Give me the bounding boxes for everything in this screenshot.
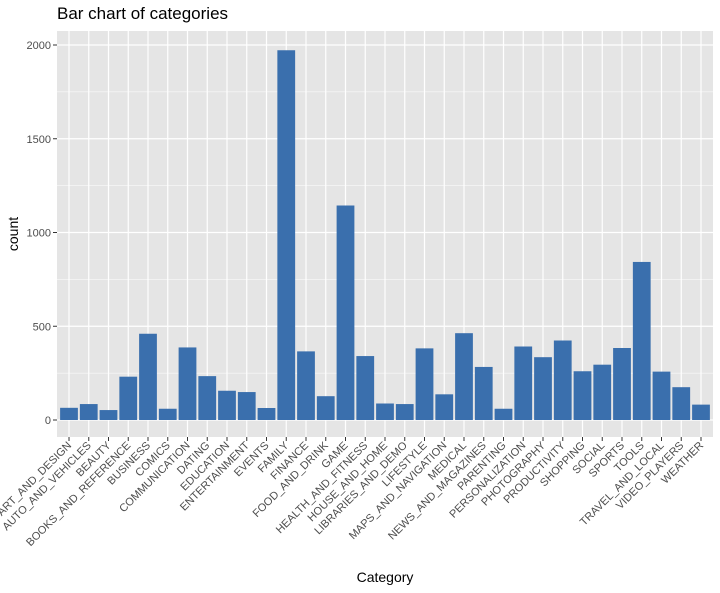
- bar: [553, 340, 572, 420]
- bar: [415, 348, 434, 420]
- bar: [672, 387, 691, 420]
- bar: [474, 366, 493, 420]
- bar: [99, 410, 118, 420]
- bar: [514, 346, 533, 420]
- bar: [692, 404, 710, 420]
- bar: [652, 371, 671, 420]
- bar: [79, 404, 98, 420]
- bars: [60, 50, 710, 420]
- x-axis-title: Category: [357, 569, 414, 585]
- bar: [593, 364, 612, 420]
- bar: [376, 403, 394, 420]
- y-tick-label: 0: [45, 415, 51, 427]
- bar: [218, 390, 236, 420]
- bar: [613, 348, 631, 420]
- bar: [277, 50, 296, 420]
- y-tick-label: 1000: [27, 228, 51, 240]
- bar: [632, 261, 651, 420]
- bar: [237, 392, 256, 420]
- bar: [139, 333, 157, 420]
- major-gridlines: [57, 31, 713, 437]
- bar: [119, 376, 138, 420]
- bar: [395, 404, 414, 420]
- y-tick-label: 2000: [27, 40, 51, 52]
- bar: [158, 408, 177, 420]
- bar: [494, 408, 513, 420]
- bar: [178, 347, 197, 420]
- chart-title: Bar chart of categories: [57, 4, 229, 23]
- bar: [573, 371, 592, 420]
- bar: [297, 351, 315, 420]
- bar: [435, 394, 454, 420]
- bar: [336, 205, 355, 420]
- bar: [455, 333, 473, 420]
- y-axis: 0 500 1000 1500 2000: [27, 40, 57, 427]
- bar: [534, 357, 552, 420]
- bar: [356, 356, 375, 420]
- bar: [316, 396, 335, 420]
- bar: [198, 376, 217, 420]
- y-tick-label: 1500: [27, 134, 51, 146]
- x-axis: ART_AND_DESIGNAUTO_AND_VEHICLESBEAUTYBOO…: [0, 437, 706, 549]
- y-axis-title: count: [5, 217, 21, 251]
- bar: [60, 407, 78, 420]
- y-tick-label: 500: [33, 321, 51, 333]
- bar: [257, 408, 276, 420]
